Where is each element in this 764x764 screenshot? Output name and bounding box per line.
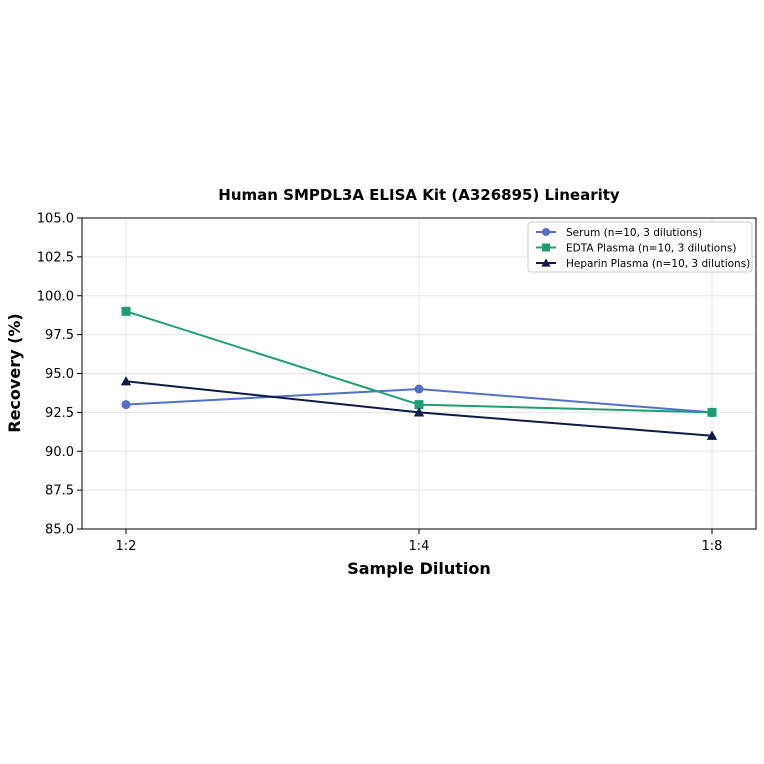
legend-label: Serum (n=10, 3 dilutions) (566, 227, 702, 239)
y-axis-ticks: 85.0 87.5 90.0 92.5 95.0 97.5 100.0 102.5 105.0 (37, 212, 82, 538)
y-tick-label: 85.0 (45, 523, 74, 538)
y-axis-label: Recovery (%) (5, 313, 24, 432)
x-tick-label: 1:8 (702, 539, 723, 554)
legend-item: Serum (n=10, 3 dilutions) (536, 227, 702, 239)
data-point (413, 407, 425, 417)
y-tick-label: 97.5 (45, 328, 74, 343)
y-tick-label: 100.0 (37, 289, 74, 304)
x-tick-label: 1:4 (409, 539, 430, 554)
data-point (706, 430, 718, 440)
x-axis-ticks: 1:2 1:4 1:8 (116, 529, 723, 554)
y-tick-label: 90.0 (45, 445, 74, 460)
series-square (121, 306, 717, 417)
legend-label: Heparin Plasma (n=10, 3 dilutions) (566, 258, 750, 270)
series-triangle (120, 376, 718, 440)
data-point (121, 400, 131, 410)
data-point (707, 407, 717, 417)
legend-label: EDTA Plasma (n=10, 3 dilutions) (566, 243, 736, 255)
legend-item: Heparin Plasma (n=10, 3 dilutions) (536, 258, 750, 270)
legend-marker (541, 258, 551, 267)
x-axis-label: Sample Dilution (347, 559, 491, 578)
chart-title: Human SMPDL3A ELISA Kit (A326895) Linear… (218, 186, 620, 204)
y-tick-label: 87.5 (45, 484, 74, 499)
legend-marker (542, 228, 550, 236)
data-point (120, 376, 132, 386)
legend: Serum (n=10, 3 dilutions) EDTA Plasma (n=… (527, 221, 753, 273)
y-tick-label: 102.5 (37, 250, 74, 265)
y-tick-label: 105.0 (37, 212, 74, 227)
x-tick-label: 1:2 (116, 539, 137, 554)
y-tick-label: 92.5 (45, 406, 74, 421)
data-point (121, 306, 131, 316)
legend-item: EDTA Plasma (n=10, 3 dilutions) (536, 243, 736, 255)
legend-marker (542, 243, 550, 252)
series-layer (120, 306, 718, 440)
data-point (414, 384, 424, 394)
data-point (414, 400, 424, 410)
y-tick-label: 95.0 (45, 367, 74, 382)
legend-box (527, 221, 753, 273)
